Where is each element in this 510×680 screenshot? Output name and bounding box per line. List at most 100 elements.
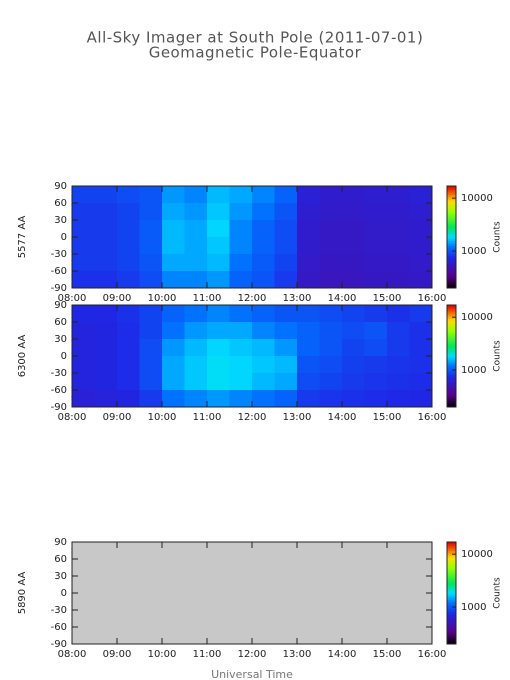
heatmap-cell [409,390,433,408]
heatmap-cell [229,390,253,408]
heatmap-cell [72,254,95,272]
colorbar-segment [447,625,456,628]
colorbar-tick-label: 10000 [461,193,493,204]
colorbar-segment [447,225,456,228]
heatmap-cell [94,237,118,255]
colorbar-segment [447,254,456,257]
heatmap-cell [139,186,163,204]
colorbar-segment [447,250,456,253]
heatmap-cell [409,254,433,272]
colorbar-segment [447,574,456,577]
heatmap-cell [252,373,275,391]
heatmap-cell [342,373,365,391]
colorbar-segment [447,620,456,623]
heatmap-cell [162,271,185,289]
heatmap-cell [364,390,388,408]
colorbar-segment [447,376,456,379]
colorbar-segment [447,242,456,245]
colorbar-segment [447,391,456,394]
chart-subtitle: Geomagnetic Pole-Equator [149,44,362,62]
colorbar-segment [447,577,456,580]
heatmap-cell [184,203,208,221]
colorbar-segment [447,601,456,604]
colorbar-segment [447,281,456,284]
colorbar-segment [447,271,456,274]
colorbar-segment [447,401,456,405]
colorbar-tick-label: 10000 [461,549,493,560]
colorbar-segment [447,637,456,640]
heatmap-cell [409,305,433,323]
colorbar-segment [447,606,456,609]
colorbar-segment [447,277,456,280]
x-tick-label: 16:00 [418,649,447,660]
heatmap-cell [319,373,343,391]
heatmap-cell [139,237,163,255]
heatmap-cell [117,186,140,204]
colorbar-segment [447,344,456,347]
colorbar-segment [447,340,456,343]
colorbar-segment [447,598,456,601]
heatmap-cell [342,305,365,323]
y-tick-label: 60 [54,317,67,328]
heatmap-cell [229,322,253,340]
heatmap-cell [387,186,410,204]
heatmap-cell [364,220,388,238]
x-tick-label: 14:00 [328,293,357,304]
colorbar-segment [447,259,456,262]
heatmap-cell [409,271,433,289]
colorbar-segment [447,576,456,579]
colorbar-segment [447,584,456,587]
colorbar-segment [447,572,456,575]
colorbar-segment [447,635,456,638]
x-axis-label: Universal Time [211,668,293,680]
x-tick-label: 11:00 [193,412,222,423]
x-tick-label: 14:00 [328,649,357,660]
colorbar-segment [447,633,456,636]
heatmap-cell [252,186,275,204]
y-tick-label: 0 [61,351,67,362]
colorbar-segment [447,260,456,263]
heatmap-cell [342,271,365,289]
x-tick-label: 13:00 [283,649,312,660]
colorbar-segment [447,364,456,367]
heatmap-cell [94,390,118,408]
colorbar-segment [447,306,456,309]
x-tick-label: 15:00 [373,412,402,423]
heatmap-cell [387,356,410,374]
colorbar-segment [447,362,456,365]
colorbar-segment [447,381,456,384]
heatmap-cell [117,305,140,323]
heatmap-cell [162,220,185,238]
y-tick-label: 90 [54,181,67,192]
colorbar-segment [447,361,456,364]
heatmap-cell [387,203,410,221]
y-tick-label: -30 [51,605,67,616]
heatmap-cell [387,237,410,255]
heatmap-cell [94,186,118,204]
colorbar-label: Counts [493,221,503,253]
heatmap-cell [162,254,185,272]
colorbar-segment [447,318,456,321]
heatmap-cell [342,220,365,238]
heatmap-cell [319,390,343,408]
heatmap-cell [139,339,163,357]
colorbar-segment [447,393,456,396]
colorbar-segment [447,257,456,260]
heatmap-cell [364,237,388,255]
heatmap-cell [162,339,185,357]
heatmap-cell [319,203,343,221]
colorbar-frame [446,304,457,408]
colorbar-label: Counts [493,577,503,609]
colorbar-segment [447,316,456,320]
colorbar-segment [447,618,456,621]
heatmap-cell [184,186,208,204]
colorbar-segment [447,545,456,548]
colorbar-segment [447,550,456,553]
colorbar-segment [447,596,456,599]
colorbar-segment [447,320,456,323]
y-tick-label: 0 [61,232,67,243]
heatmap-cell [342,322,365,340]
heatmap-cell [229,254,253,272]
colorbar-segment [447,269,456,272]
colorbar-segment [447,322,456,325]
